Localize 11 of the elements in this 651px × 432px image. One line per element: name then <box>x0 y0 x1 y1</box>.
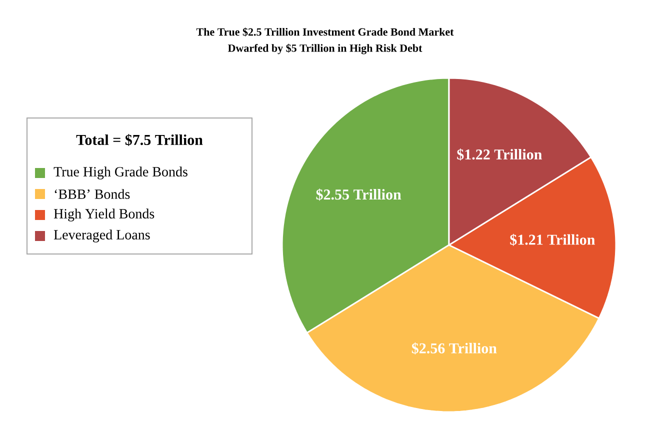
data-label: $1.22 Trillion <box>457 148 542 161</box>
legend-label: Leveraged Loans <box>54 230 150 242</box>
legend-label: ‘BBB’ Bonds <box>54 189 130 199</box>
legend-label: High Yield Bonds <box>54 208 154 222</box>
legend-title: Total = $7.5 Trillion <box>76 134 203 146</box>
chart-subtitle: Dwarfed by $5 Trillion in High Risk Debt <box>228 44 422 54</box>
legend-label: True High Grade Bonds <box>54 166 188 180</box>
data-label: $1.21 Trillion <box>510 234 595 246</box>
data-label: $2.56 Trillion <box>412 342 497 354</box>
data-label: $2.55 Trillion <box>316 188 402 201</box>
chart-title: The True $2.5 Trillion Investment Grade Bond Market <box>196 28 454 36</box>
